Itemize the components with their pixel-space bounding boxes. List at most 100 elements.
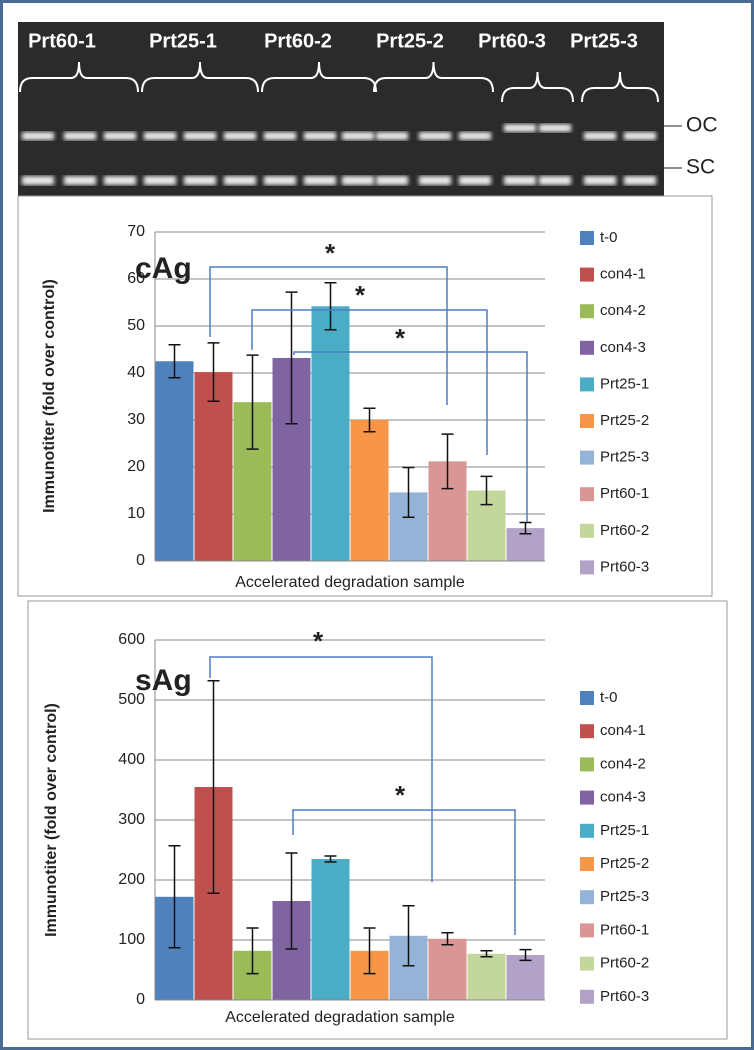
- legend-swatch: [580, 923, 594, 938]
- significance-mark: *: [313, 626, 324, 656]
- y-tick-label: 100: [118, 931, 145, 948]
- y-tick-label: 500: [118, 691, 145, 708]
- y-tick-label: 50: [127, 317, 145, 334]
- legend-label: Prt60-2: [600, 522, 649, 539]
- y-axis-title: Immunotiter (fold over control): [41, 279, 58, 513]
- significance-bracket: [292, 809, 516, 935]
- legend-swatch: [580, 304, 594, 319]
- legend-label: Prt25-3: [600, 449, 649, 466]
- legend-swatch: [580, 231, 594, 245]
- legend-swatch: [580, 724, 594, 739]
- chart-title: cAg: [135, 252, 192, 285]
- y-tick-label: 10: [127, 505, 145, 522]
- gel-band: [504, 124, 536, 132]
- error-bar: [441, 433, 454, 490]
- y-tick-label: 60: [127, 270, 145, 287]
- gel-band: [342, 176, 374, 185]
- gel-band: [342, 132, 374, 140]
- lane-label: Prt25-3: [570, 30, 638, 52]
- gel-band: [624, 132, 656, 140]
- error-bar: [363, 407, 376, 433]
- legend-swatch: [580, 989, 594, 1004]
- gel-band: [539, 124, 571, 132]
- bar: [311, 859, 350, 1000]
- gel-band: [624, 176, 656, 185]
- gel-band: [144, 176, 176, 185]
- lane-label: Prt25-2: [376, 30, 444, 52]
- lane-label: Prt60-2: [264, 30, 332, 52]
- y-axis-title: Immunotiter (fold over control): [43, 703, 60, 937]
- band-label: SC: [686, 156, 715, 179]
- legend-label: Prt60-1: [600, 921, 649, 938]
- legend-swatch: [580, 487, 594, 502]
- legend-swatch: [580, 857, 594, 871]
- brace: [261, 61, 377, 93]
- gel-lanes: Prt60-1 Prt25-1 Prt60-2 Prt25-2 Prt60-3 Prt25…: [19, 30, 659, 185]
- legend-swatch: [580, 691, 594, 705]
- lane-label: Prt25-1: [149, 30, 217, 52]
- bar: [467, 953, 506, 1000]
- error-bar: [246, 927, 259, 975]
- gel-band: [64, 132, 96, 140]
- significance-mark: *: [355, 280, 366, 310]
- legend-label: Prt60-1: [600, 485, 649, 502]
- gel-band: [22, 176, 54, 185]
- significance-bracket: [251, 309, 488, 455]
- gel-band: [459, 132, 491, 140]
- y-tick-label: 30: [127, 411, 145, 428]
- legend-label: t-0: [600, 229, 618, 246]
- legend-label: Prt25-1: [600, 822, 649, 839]
- error-bar: [480, 950, 493, 958]
- legend-label: con4-3: [600, 789, 646, 806]
- gel-band: [376, 176, 408, 185]
- y-tick-label: 40: [127, 364, 145, 381]
- y-tick-label: 0: [136, 552, 145, 569]
- y-tick-label: 400: [118, 751, 145, 768]
- legend-swatch: [580, 823, 594, 838]
- gel-band: [419, 132, 451, 140]
- gel-band: [104, 176, 136, 185]
- significance-mark: *: [395, 780, 406, 810]
- error-bar: [480, 475, 493, 506]
- gel-band: [22, 132, 54, 140]
- legend-label: t-0: [600, 689, 618, 706]
- error-bar: [285, 852, 298, 950]
- legend-label: Prt60-3: [600, 558, 649, 575]
- error-bar: [519, 521, 532, 535]
- legend-swatch: [580, 560, 594, 575]
- gel-band: [264, 176, 296, 185]
- error-bar: [324, 282, 337, 331]
- legend-swatch: [580, 890, 594, 905]
- gel-band: [104, 132, 136, 140]
- error-bar: [168, 845, 181, 949]
- brace: [141, 61, 259, 93]
- significance-mark: *: [325, 238, 336, 268]
- bar: [194, 372, 233, 561]
- gel-band: [504, 176, 536, 185]
- significance-bracket: [209, 656, 433, 882]
- legend-swatch: [580, 757, 594, 772]
- brace: [19, 61, 139, 93]
- error-bar: [246, 354, 259, 450]
- error-bar: [285, 291, 298, 425]
- error-bar: [441, 932, 454, 946]
- y-tick-label: 70: [127, 223, 145, 240]
- brace: [581, 71, 659, 103]
- bar: [311, 306, 350, 561]
- gel-band: [184, 176, 216, 185]
- gel-band: [304, 176, 336, 185]
- legend-label: con4-2: [600, 302, 646, 319]
- legend-swatch: [580, 450, 594, 465]
- gel-band: [419, 176, 451, 185]
- legend-label: Prt25-2: [600, 855, 649, 872]
- gel-band: [224, 132, 256, 140]
- x-axis-title: Accelerated degradation sample: [225, 1009, 455, 1026]
- gel-band: [584, 132, 616, 140]
- y-tick-label: 300: [118, 811, 145, 828]
- error-bar: [402, 905, 415, 967]
- error-bar: [207, 680, 220, 894]
- significance-bracket: [209, 266, 448, 405]
- bar: [506, 955, 545, 1000]
- bar: [350, 420, 389, 561]
